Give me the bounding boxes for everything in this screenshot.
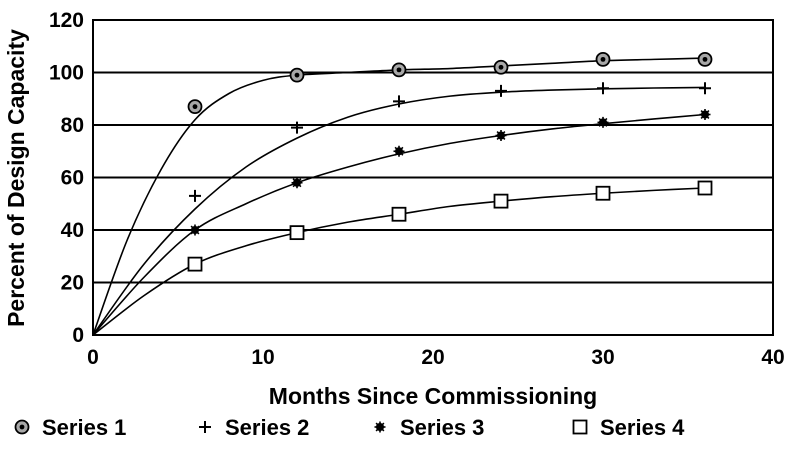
x-tick-label: 10 xyxy=(251,346,274,369)
series-1-point xyxy=(697,51,713,67)
series-1-point xyxy=(289,67,305,83)
series-3-point xyxy=(699,109,711,120)
legend: Series 1 Series 2 Series 3 Series 4 xyxy=(14,415,685,440)
legend-item-series-2: Series 2 xyxy=(199,415,309,440)
series-2-point xyxy=(495,84,507,97)
legend-marker-series-3 xyxy=(374,421,386,433)
series-4-point xyxy=(697,180,713,196)
series-2-point xyxy=(597,82,609,95)
legend-label-series-3: Series 3 xyxy=(400,415,484,440)
y-tick-label: 20 xyxy=(61,272,84,295)
legend-label-series-4: Series 4 xyxy=(600,415,685,440)
series-2-point xyxy=(393,95,405,108)
legend-label-series-2: Series 2 xyxy=(225,415,309,440)
series-1-curve xyxy=(92,57,706,336)
legend-marker-series-4 xyxy=(572,419,588,435)
markers xyxy=(187,51,713,272)
series-4-point xyxy=(391,206,407,222)
legend-item-series-1: Series 1 xyxy=(14,415,126,440)
series-1-point xyxy=(187,99,203,115)
series-3-point xyxy=(495,130,507,141)
y-tick-label: 0 xyxy=(72,324,84,347)
x-tick-label: 30 xyxy=(591,346,614,369)
grid xyxy=(93,71,773,284)
x-axis-title: Months Since Commissioning xyxy=(269,383,597,409)
legend-label-series-1: Series 1 xyxy=(42,415,126,440)
y-tick-label: 120 xyxy=(49,9,84,32)
legend-marker-series-2 xyxy=(199,421,211,433)
series-2-point xyxy=(699,82,711,95)
y-tick-label: 80 xyxy=(61,114,84,137)
x-tick-label: 20 xyxy=(421,346,444,369)
series-1-point xyxy=(493,59,509,75)
y-tick-label: 40 xyxy=(61,219,84,242)
series-3-point xyxy=(597,116,609,128)
series-3-point xyxy=(291,177,303,189)
legend-item-series-4: Series 4 xyxy=(572,415,685,440)
y-tick-label: 60 xyxy=(61,167,84,190)
series-4-point xyxy=(289,225,305,241)
series-3-point xyxy=(189,224,201,236)
series-2-point xyxy=(189,189,201,202)
series-4-point xyxy=(187,256,203,272)
series-3-point xyxy=(393,145,405,157)
y-tick-label: 100 xyxy=(49,62,84,85)
legend-item-series-3: Series 3 xyxy=(374,415,484,440)
series-1-point xyxy=(595,51,611,67)
legend-marker-series-1 xyxy=(14,419,30,435)
series-4-point xyxy=(595,185,611,201)
x-axis-ticks: 0 10 20 30 40 xyxy=(87,346,785,369)
x-tick-label: 40 xyxy=(761,346,784,369)
y-axis-title: Percent of Design Capacity xyxy=(3,29,29,327)
series-2-point xyxy=(291,121,303,134)
y-axis-ticks: 0 20 40 60 80 100 120 xyxy=(49,9,84,347)
x-tick-label: 0 xyxy=(87,346,99,369)
series-4-point xyxy=(493,193,509,209)
series-1-point xyxy=(391,62,407,78)
